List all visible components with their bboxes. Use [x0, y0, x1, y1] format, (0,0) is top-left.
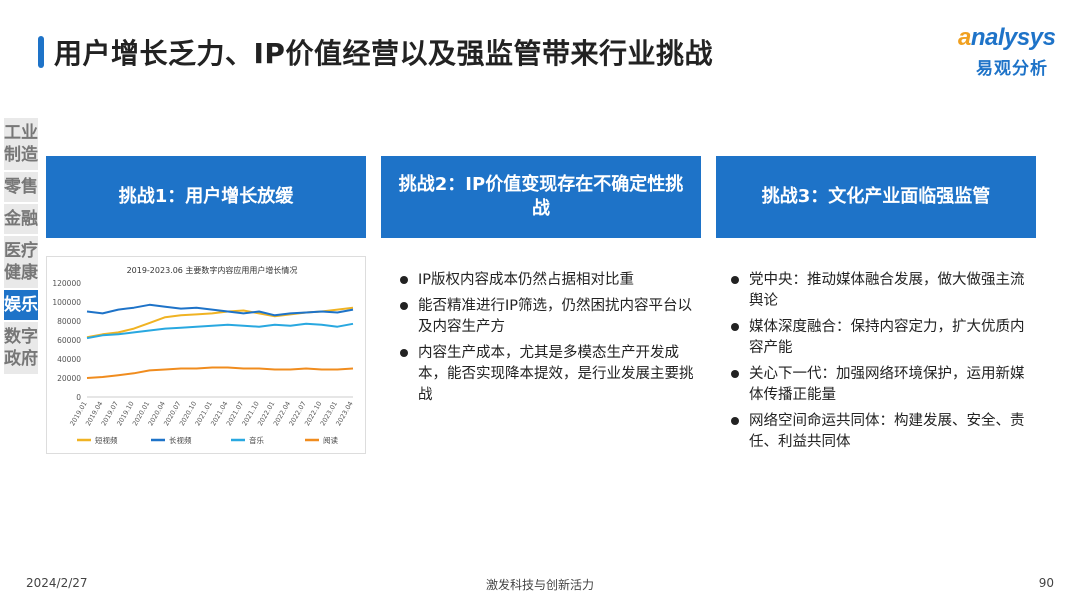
legend-label: 阅读: [323, 435, 338, 445]
side-nav-item-finance[interactable]: 金融: [4, 204, 38, 236]
footer-tagline: 激发科技与创新活力: [485, 578, 594, 592]
bullet-item: 媒体深度融合：保持内容定力，扩大优质内容产能: [727, 317, 1027, 359]
bullet-item: IP版权内容成本仍然占据相对比重: [396, 270, 696, 291]
logo-subtitle: 易观分析: [976, 59, 1048, 79]
y-tick-label: 100000: [52, 298, 81, 307]
y-tick-label: 0: [76, 393, 81, 402]
side-nav-item-manufacturing[interactable]: 工业制造: [4, 118, 38, 172]
footer-date: 2024/2/27: [26, 576, 88, 590]
legend-label: 长视频: [169, 435, 192, 445]
user-growth-chart-svg: 2019-2023.06 主要数字内容应用用户增长情况 0 20000 40000 60…: [52, 265, 354, 445]
series-line-阅读: [86, 366, 354, 379]
side-nav-item-retail[interactable]: 零售: [4, 172, 38, 204]
side-nav: 工业制造 零售 金融 医疗健康 娱乐 数字政府: [4, 118, 38, 376]
user-growth-chart: 2019-2023.06 主要数字内容应用用户增长情况 0 20000 40000 60…: [46, 256, 366, 454]
y-tick-label: 120000: [52, 279, 81, 288]
side-nav-item-digital-government[interactable]: 数字政府: [4, 322, 38, 376]
challenge-2-bullets: IP版权内容成本仍然占据相对比重 能否精准进行IP筛选，仍然困扰内容平台以及内容…: [396, 270, 696, 411]
challenge-2-header: 挑战2：IP价值变现存在不确定性挑战: [381, 156, 701, 238]
side-nav-item-healthcare[interactable]: 医疗健康: [4, 236, 38, 290]
bullet-item: 能否精准进行IP筛选，仍然困扰内容平台以及内容生产方: [396, 296, 696, 338]
bullet-item: 内容生产成本，尤其是多模态生产开发成本，能否实现降本提效，是行业发展主要挑战: [396, 343, 696, 406]
series-line-长视频: [86, 303, 354, 317]
side-nav-item-entertainment[interactable]: 娱乐: [4, 290, 38, 322]
series-line-音乐: [86, 322, 354, 340]
bullet-item: 关心下一代：加强网络环境保护，运用新媒体传播正能量: [727, 364, 1027, 406]
bullet-item: 党中央：推动媒体融合发展，做大做强主流舆论: [727, 270, 1027, 312]
challenge-3-bullets: 党中央：推动媒体融合发展，做大做强主流舆论 媒体深度融合：保持内容定力，扩大优质…: [727, 270, 1027, 458]
challenge-1-header: 挑战1：用户增长放缓: [46, 156, 366, 238]
bullet-item: 网络空间命运共同体：构建发展、安全、责任、利益共同体: [727, 411, 1027, 453]
y-tick-label: 60000: [57, 336, 81, 345]
logo-wordmark-rest: nalysys: [970, 24, 1056, 51]
y-tick-label: 80000: [57, 317, 81, 326]
logo-wordmark-first: a: [958, 24, 971, 51]
chart-title: 2019-2023.06 主要数字内容应用用户增长情况: [127, 265, 298, 275]
page-number: 90: [1038, 576, 1054, 590]
challenge-3-header: 挑战3：文化产业面临强监管: [716, 156, 1036, 238]
y-tick-label: 20000: [57, 374, 81, 383]
y-tick-label: 40000: [57, 355, 81, 364]
title-accent-bar: [38, 36, 44, 68]
legend-label: 音乐: [249, 435, 264, 445]
page-title: 用户增长乏力、IP价值经营以及强监管带来行业挑战: [54, 37, 713, 70]
analysys-logo: analysys 易观分析: [958, 24, 1068, 80]
legend-label: 短视频: [95, 435, 118, 445]
logo-wordmark: analysys: [958, 24, 1056, 52]
